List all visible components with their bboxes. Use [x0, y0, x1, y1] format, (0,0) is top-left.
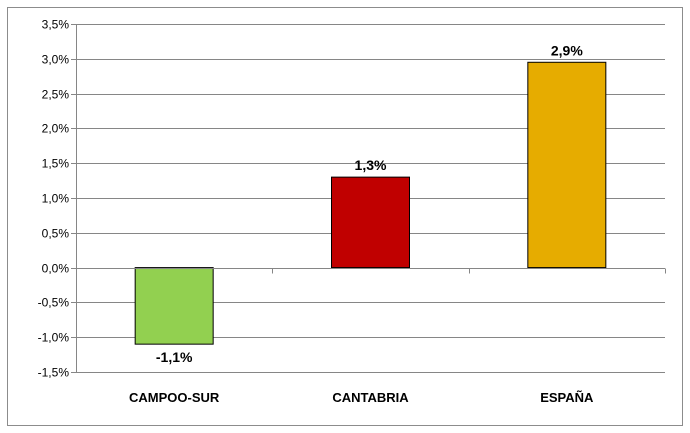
x-category-label: ESPAÑA [540, 390, 594, 405]
bar [134, 267, 214, 345]
y-tick-label: 0,5% [42, 227, 70, 241]
y-tick-label: -0,5% [38, 296, 70, 310]
y-tick-label: 2,0% [42, 122, 70, 136]
data-label: -1,1% [156, 349, 193, 365]
y-tick-label: 2,5% [42, 88, 70, 102]
x-category-label: CANTABRIA [332, 390, 409, 405]
y-tick-label: 0,0% [42, 262, 70, 276]
data-label: 1,3% [355, 157, 387, 173]
bar [527, 61, 607, 269]
y-tick-label: -1,5% [38, 366, 70, 380]
y-tick-label: 1,5% [42, 157, 70, 171]
y-tick-label: 3,5% [42, 18, 70, 32]
x-category-label: CAMPOO-SUR [129, 390, 220, 405]
y-tick-label: -1,0% [38, 331, 70, 345]
bar [331, 176, 410, 269]
y-tick-label: 3,0% [42, 53, 70, 67]
y-tick-label: 1,0% [42, 192, 70, 206]
data-label: 2,9% [551, 42, 583, 58]
